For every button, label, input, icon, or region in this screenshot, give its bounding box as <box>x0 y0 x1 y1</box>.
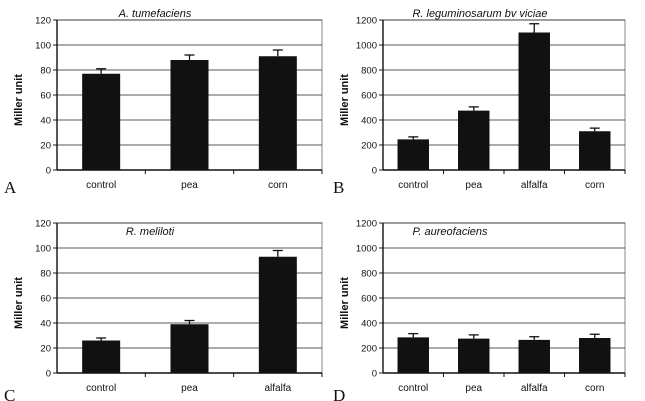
category-label: alfalfa <box>521 383 548 394</box>
y-tick-label: 60 <box>40 91 51 102</box>
bar <box>579 131 611 170</box>
bar <box>397 139 429 170</box>
y-tick-label: 600 <box>361 91 377 102</box>
bar <box>518 32 550 170</box>
chart-panel-c: R. meliloti Miller unit C 0 20 40 60 80 100 12… <box>4 219 323 401</box>
category-label: control <box>398 180 428 191</box>
chart-title: P. aureofaciens <box>412 226 488 238</box>
panel-letter: D <box>333 386 345 401</box>
y-tick-label: 80 <box>40 66 51 77</box>
y-tick-label: 0 <box>372 369 377 380</box>
y-tick-label: 120 <box>35 219 51 230</box>
bar <box>258 56 297 170</box>
y-axis-label: Miller unit <box>339 277 351 329</box>
y-tick-label: 1200 <box>356 16 377 27</box>
bar <box>579 338 611 373</box>
category-label: alfalfa <box>264 383 291 394</box>
y-tick-label: 40 <box>40 319 51 330</box>
bar <box>397 337 429 373</box>
chart-panel-b: R. leguminosarum bv viciae Miller unit B… <box>333 8 626 197</box>
y-tick-label: 800 <box>361 269 377 280</box>
y-tick-label: 100 <box>35 41 51 52</box>
y-tick-label: 20 <box>40 141 51 152</box>
y-tick-label: 800 <box>361 66 377 77</box>
y-tick-label: 0 <box>46 369 51 380</box>
y-tick-label: 80 <box>40 269 51 280</box>
category-label: corn <box>585 383 604 394</box>
bar <box>458 110 490 170</box>
y-axis-label: Miller unit <box>339 74 351 126</box>
panel-letter: A <box>4 178 17 197</box>
y-tick-label: 120 <box>35 16 51 27</box>
chart-title: R. leguminosarum bv viciae <box>412 8 547 20</box>
category-label: pea <box>181 180 198 191</box>
y-tick-label: 200 <box>361 344 377 355</box>
y-axis-label: Miller unit <box>13 277 25 329</box>
y-tick-label: 100 <box>35 244 51 255</box>
bar <box>82 340 121 373</box>
y-tick-label: 40 <box>40 116 51 127</box>
bar <box>82 73 121 170</box>
chart-panel-d: P. aureofaciens Miller unit D 0 200 400 600… <box>333 219 626 401</box>
chart-title: R. meliloti <box>126 226 175 238</box>
category-label: pea <box>465 180 482 191</box>
category-label: pea <box>181 383 198 394</box>
y-tick-label: 60 <box>40 294 51 305</box>
y-tick-label: 200 <box>361 141 377 152</box>
bar <box>458 338 490 373</box>
category-label: corn <box>585 180 604 191</box>
chart-title: A. tumefaciens <box>118 8 192 20</box>
y-tick-label: 0 <box>372 166 377 177</box>
y-tick-label: 400 <box>361 116 377 127</box>
category-label: pea <box>465 383 482 394</box>
y-tick-label: 400 <box>361 319 377 330</box>
category-label: control <box>86 383 116 394</box>
category-label: corn <box>268 180 287 191</box>
category-label: alfalfa <box>521 180 548 191</box>
panel-letter: C <box>4 386 15 401</box>
y-tick-label: 1000 <box>356 244 377 255</box>
panel-letter: B <box>333 178 344 197</box>
bar <box>170 324 209 373</box>
chart-panel-a: A. tumefaciens Miller unit A 0 20 40 60 80 10… <box>4 8 323 197</box>
y-tick-label: 600 <box>361 294 377 305</box>
y-tick-label: 1200 <box>356 219 377 230</box>
y-tick-label: 1000 <box>356 41 377 52</box>
y-tick-label: 0 <box>46 166 51 177</box>
category-label: control <box>398 383 428 394</box>
bar <box>518 339 550 373</box>
bar <box>170 60 209 170</box>
y-tick-label: 20 <box>40 344 51 355</box>
category-label: control <box>86 180 116 191</box>
y-axis-label: Miller unit <box>13 74 25 126</box>
bar <box>258 256 297 373</box>
